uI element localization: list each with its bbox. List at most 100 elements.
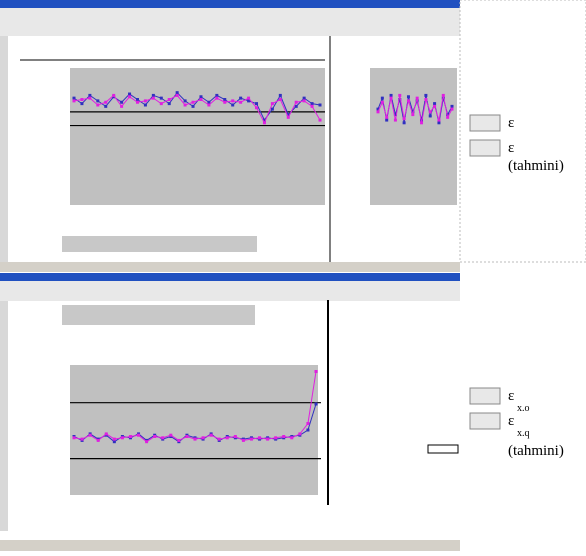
taskbar[interactable] <box>0 262 460 272</box>
point <box>104 101 107 104</box>
point <box>97 439 100 442</box>
point <box>319 103 322 106</box>
point <box>424 94 427 97</box>
legend-key <box>470 413 500 429</box>
point <box>263 121 266 124</box>
point <box>385 119 388 122</box>
legend-key <box>470 140 500 156</box>
point <box>153 435 156 438</box>
cell-range <box>62 236 257 252</box>
point <box>390 94 393 97</box>
plot-area <box>70 68 325 205</box>
point <box>218 438 221 441</box>
point <box>271 102 274 105</box>
point <box>223 98 226 101</box>
point <box>207 101 210 104</box>
point <box>144 103 147 106</box>
point <box>121 436 124 439</box>
point <box>136 101 139 104</box>
legend-label: ε <box>508 115 514 131</box>
point <box>96 99 99 102</box>
point <box>199 95 202 98</box>
point <box>377 110 380 113</box>
point <box>258 436 261 439</box>
point <box>184 99 187 102</box>
point <box>223 101 226 104</box>
point <box>416 97 419 100</box>
point <box>215 94 218 97</box>
point <box>202 436 205 439</box>
point <box>88 97 91 100</box>
point <box>433 102 436 105</box>
point <box>271 108 274 111</box>
point <box>192 105 195 108</box>
point <box>420 121 423 124</box>
point <box>168 98 171 101</box>
title-bar <box>0 273 460 281</box>
point <box>160 97 163 100</box>
point <box>73 99 76 102</box>
point <box>390 97 393 100</box>
point <box>105 432 108 435</box>
point <box>279 98 282 101</box>
cell-range <box>62 305 255 325</box>
point <box>242 439 245 442</box>
point <box>194 438 197 441</box>
point <box>176 91 179 94</box>
point <box>381 97 384 100</box>
point <box>161 436 164 439</box>
point <box>407 99 410 102</box>
point <box>290 436 293 439</box>
point <box>398 94 401 97</box>
point <box>89 434 92 437</box>
point <box>120 101 123 104</box>
point <box>385 116 388 119</box>
point <box>177 439 180 442</box>
row-headers <box>0 36 8 264</box>
point <box>255 102 258 105</box>
point <box>303 99 306 102</box>
point <box>113 440 116 443</box>
point <box>407 95 410 98</box>
point <box>306 429 309 432</box>
legend-label: ε <box>508 388 514 404</box>
toolbar[interactable] <box>0 8 460 36</box>
point <box>137 434 140 437</box>
point <box>192 101 195 104</box>
cell <box>428 445 458 453</box>
legend-key <box>470 388 500 404</box>
point <box>81 438 84 441</box>
point <box>152 94 155 97</box>
point <box>239 97 242 100</box>
point <box>80 98 83 101</box>
point <box>247 97 250 100</box>
taskbar[interactable] <box>0 540 460 551</box>
point <box>255 106 258 109</box>
toolbar[interactable] <box>0 281 460 301</box>
point <box>403 117 406 120</box>
title-bar <box>0 0 460 8</box>
point <box>128 95 131 98</box>
point <box>311 102 314 105</box>
point <box>145 440 148 443</box>
point <box>169 434 172 437</box>
legend-note: (tahmini) <box>508 158 564 174</box>
point <box>266 438 269 441</box>
point <box>446 116 449 119</box>
point <box>185 435 188 438</box>
point <box>429 110 432 113</box>
point <box>136 98 139 101</box>
point <box>306 422 309 425</box>
legend-subscript: x.o <box>517 403 530 414</box>
point <box>184 103 187 106</box>
point <box>442 94 445 97</box>
point <box>104 105 107 108</box>
point <box>207 103 210 106</box>
plot-area <box>370 68 457 205</box>
point <box>287 116 290 119</box>
point <box>120 105 123 108</box>
point <box>73 97 76 100</box>
point <box>451 105 454 108</box>
point <box>231 103 234 106</box>
point <box>298 432 301 435</box>
